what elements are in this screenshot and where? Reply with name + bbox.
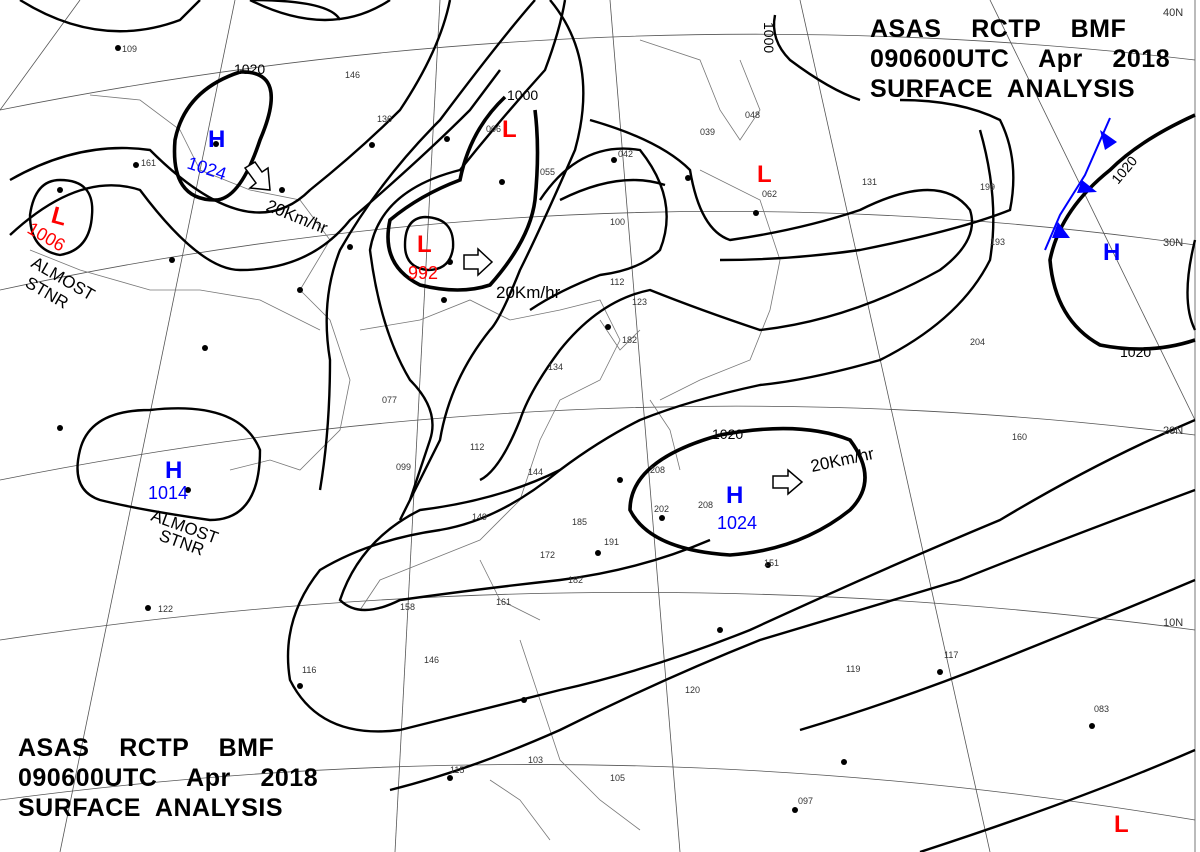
station-markers <box>57 45 1095 813</box>
header-title: ASAS RCTP BMF 090600UTC Apr 2018 SURFACE A… <box>870 14 1170 104</box>
svg-text:048: 048 <box>745 110 760 120</box>
svg-text:161: 161 <box>141 158 156 168</box>
svg-text:112: 112 <box>610 277 624 287</box>
svg-text:30N: 30N <box>1163 237 1183 249</box>
low-center-southeast: L <box>1114 811 1129 838</box>
svg-text:103: 103 <box>528 755 543 765</box>
svg-text:208: 208 <box>698 500 713 510</box>
footer-title: ASAS RCTP BMF 090600UTC Apr 2018 SURFACE A… <box>18 733 318 823</box>
svg-text:115: 115 <box>450 765 464 775</box>
isobar-1000 <box>386 95 540 292</box>
svg-text:172: 172 <box>540 550 555 560</box>
svg-text:077: 077 <box>382 395 397 405</box>
isobar-1020-east <box>1048 113 1196 351</box>
svg-text:204: 204 <box>970 337 985 347</box>
svg-text:191: 191 <box>604 537 619 547</box>
header-line-3: SURFACE ANALYSIS <box>870 75 1136 103</box>
svg-text:151: 151 <box>764 558 779 568</box>
svg-text:992: 992 <box>408 263 438 283</box>
footer-line-3: SURFACE ANALYSIS <box>18 794 284 822</box>
svg-text:1020: 1020 <box>234 61 265 77</box>
svg-text:134: 134 <box>548 362 563 372</box>
arrow-icon <box>772 468 804 496</box>
svg-text:149: 149 <box>472 512 487 522</box>
svg-text:1000: 1000 <box>761 22 777 53</box>
latitude-labels: 40N 30N 20N 10N <box>1163 7 1183 629</box>
coastlines <box>29 39 781 841</box>
svg-text:146: 146 <box>424 655 439 665</box>
svg-text:099: 099 <box>396 462 411 472</box>
high-center-1024-south: H <box>726 482 743 509</box>
svg-text:122: 122 <box>158 604 173 614</box>
svg-text:158: 158 <box>400 602 415 612</box>
svg-text:062: 062 <box>762 189 777 199</box>
high-center-east: H <box>1103 239 1120 266</box>
svg-text:116: 116 <box>302 665 316 675</box>
svg-text:185: 185 <box>572 517 587 527</box>
svg-text:20Km/hr: 20Km/hr <box>496 283 561 302</box>
high-center-1024-north: H <box>208 126 225 153</box>
arrow-icon <box>243 160 271 191</box>
footer-line-1: ASAS RCTP BMF <box>18 734 275 762</box>
svg-text:20Km/hr: 20Km/hr <box>264 196 331 238</box>
svg-text:097: 097 <box>798 796 813 806</box>
svg-text:146: 146 <box>345 70 360 80</box>
svg-text:1024: 1024 <box>717 513 757 533</box>
svg-text:208: 208 <box>650 465 665 475</box>
svg-text:40N: 40N <box>1163 7 1183 19</box>
svg-text:006: 006 <box>486 124 501 134</box>
arrow-icon <box>463 247 494 277</box>
svg-text:182: 182 <box>622 335 637 345</box>
svg-text:20N: 20N <box>1163 425 1183 437</box>
svg-text:042: 042 <box>618 149 633 159</box>
station-values: 109 161 146 136 006 055 042 039 048 062 … <box>122 44 1109 806</box>
svg-text:083: 083 <box>1094 704 1109 714</box>
svg-text:112: 112 <box>470 442 484 452</box>
header-line-1: ASAS RCTP BMF <box>870 15 1127 43</box>
svg-text:144: 144 <box>528 467 543 477</box>
svg-text:1014: 1014 <box>148 483 188 503</box>
svg-text:123: 123 <box>632 297 647 307</box>
svg-text:039: 039 <box>700 127 715 137</box>
isobars <box>9 0 1197 852</box>
svg-text:199: 199 <box>980 182 995 192</box>
motion-arrows <box>243 160 804 496</box>
svg-text:1000: 1000 <box>507 87 538 103</box>
low-center: L <box>757 161 772 188</box>
svg-text:117: 117 <box>944 650 958 660</box>
low-center-1006: L <box>48 202 69 232</box>
svg-text:119: 119 <box>846 664 860 674</box>
svg-text:136: 136 <box>377 114 392 124</box>
cold-front <box>1044 117 1117 251</box>
svg-text:131: 131 <box>862 177 877 187</box>
svg-text:109: 109 <box>122 44 137 54</box>
svg-text:1024: 1024 <box>185 153 229 184</box>
header-line-2: 090600UTC Apr 2018 <box>870 45 1171 73</box>
high-center-1014: H <box>165 457 182 484</box>
footer-line-2: 090600UTC Apr 2018 <box>18 764 319 792</box>
svg-text:055: 055 <box>540 167 555 177</box>
low-center-992: L <box>417 231 432 258</box>
svg-text:1020: 1020 <box>1108 153 1140 187</box>
svg-text:10N: 10N <box>1163 617 1183 629</box>
svg-text:193: 193 <box>990 237 1005 247</box>
svg-text:202: 202 <box>654 504 669 514</box>
svg-text:120: 120 <box>685 685 700 695</box>
svg-text:160: 160 <box>1012 432 1027 442</box>
svg-text:1020: 1020 <box>712 426 743 442</box>
svg-text:161: 161 <box>496 597 511 607</box>
svg-text:1020: 1020 <box>1120 344 1151 360</box>
svg-text:105: 105 <box>610 773 625 783</box>
svg-text:182: 182 <box>568 575 583 585</box>
low-center: L <box>502 116 517 143</box>
svg-text:100: 100 <box>610 217 625 227</box>
isobar-1020-high-south <box>628 426 867 557</box>
